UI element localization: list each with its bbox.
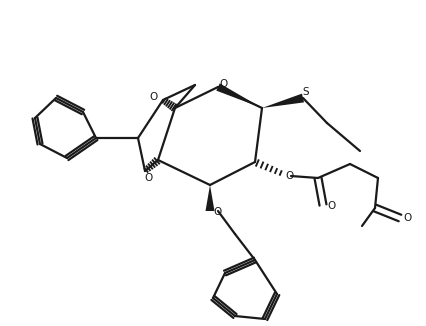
Polygon shape: [216, 83, 262, 108]
Text: O: O: [150, 92, 158, 102]
Polygon shape: [262, 94, 303, 108]
Text: O: O: [219, 79, 227, 89]
Text: O: O: [403, 213, 411, 223]
Text: O: O: [327, 201, 335, 211]
Text: O: O: [144, 173, 153, 183]
Text: O: O: [285, 171, 294, 181]
Text: S: S: [302, 87, 308, 97]
Text: O: O: [213, 207, 222, 217]
Polygon shape: [205, 185, 214, 211]
